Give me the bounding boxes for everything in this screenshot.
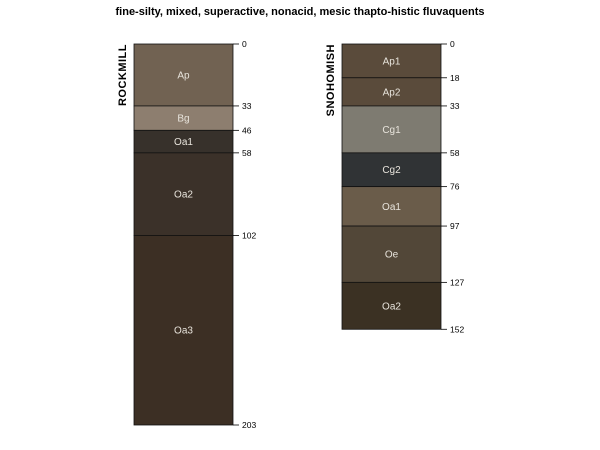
chart-title: fine-silty, mixed, superactive, nonacid,… (115, 6, 485, 18)
snohomish-horizon-label-cg1: Cg1 (382, 125, 401, 136)
snohomish-depth-label-58: 58 (450, 148, 460, 158)
rockmill-depth-label-46: 46 (242, 125, 252, 135)
snohomish-horizon-label-oe: Oe (385, 250, 399, 261)
rockmill-depth-label-0: 0 (242, 39, 247, 49)
snohomish-horizon-label-cg2: Cg2 (382, 165, 401, 176)
snohomish-horizon-oa2 (341, 281, 442, 330)
snohomish-depth-label-33: 33 (450, 101, 460, 111)
rockmill-depth-label-33: 33 (242, 101, 252, 111)
snohomish-depth-label-0: 0 (450, 39, 455, 49)
snohomish-depth-label-18: 18 (450, 73, 460, 83)
snohomish-horizon-oe (341, 225, 442, 283)
snohomish-horizon-label-oa2: Oa2 (382, 301, 401, 312)
snohomish-horizon-ap1 (341, 43, 442, 79)
snohomish-depth-label-127: 127 (450, 277, 464, 287)
rockmill-horizon-label-oa1: Oa1 (174, 137, 193, 148)
rockmill-horizon-label-oa3: Oa3 (174, 326, 193, 337)
rockmill-profile-name: ROCKMILL (117, 44, 129, 106)
snohomish-horizon-cg2 (341, 152, 442, 188)
snohomish-horizon-label-ap2: Ap2 (383, 87, 401, 98)
rockmill-horizon-oa3 (133, 235, 234, 426)
rockmill-depth-label-203: 203 (242, 420, 256, 430)
snohomish-depth-label-97: 97 (450, 221, 460, 231)
rockmill-horizon-label-oa2: Oa2 (174, 190, 193, 201)
rockmill-horizon-ap (133, 43, 234, 107)
rockmill-depth-label-58: 58 (242, 148, 252, 158)
snohomish-depth-label-152: 152 (450, 324, 464, 334)
snohomish-horizon-oa1 (341, 186, 442, 227)
snohomish-profile-name: SNOHOMISH (325, 44, 337, 116)
snohomish-horizon-label-ap1: Ap1 (383, 56, 401, 67)
snohomish-depth-label-76: 76 (450, 182, 460, 192)
rockmill-horizon-label-bg: Bg (177, 114, 189, 125)
rockmill-horizon-label-ap: Ap (177, 70, 190, 81)
snohomish-horizon-label-oa1: Oa1 (382, 202, 401, 213)
rockmill-depth-label-102: 102 (242, 230, 256, 240)
